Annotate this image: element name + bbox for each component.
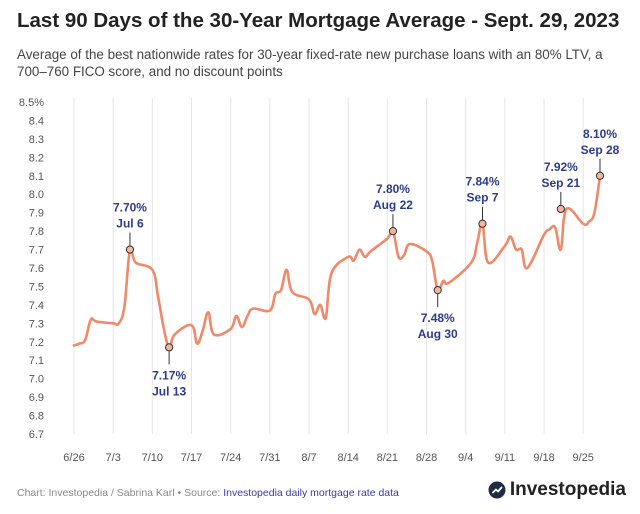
y-tick-label: 6.9 [29, 392, 44, 404]
x-tick-label: 9/25 [573, 452, 594, 464]
annotation: 7.80% Aug 22 [373, 182, 413, 236]
x-tick-label: 9/11 [495, 452, 516, 464]
annotations: 7.70% Jul 6 7.17% Jul 13 7.80% Aug 22 7.48% Aug… [113, 127, 620, 399]
annotation-date: Jul 13 [152, 384, 186, 398]
annotation-date: Sep 7 [466, 191, 498, 205]
y-tick-label: 7.6 [29, 263, 44, 275]
annotation-marker [125, 245, 135, 254]
investopedia-logo-mark-icon [488, 481, 506, 499]
annotation-marker [165, 343, 174, 352]
annotation: 8.10% Sep 28 [581, 127, 620, 180]
x-tick-label: 7/10 [142, 452, 163, 464]
annotation-value: 7.17% [152, 368, 186, 382]
y-tick-label: 8.4 [29, 115, 44, 127]
y-tick-label: 7.7 [29, 245, 44, 257]
investopedia-logo[interactable]: Investopedia [488, 479, 626, 501]
y-tick-label: 7.4 [29, 300, 44, 312]
y-tick-label: 7.3 [29, 318, 44, 330]
y-tick-label: 6.7 [29, 429, 44, 441]
x-tick-label: 7/3 [106, 452, 121, 464]
chart-title: Last 90 Days of the 30-Year Mortgage Ave… [17, 9, 620, 32]
y-tick-label: 8.0 [29, 189, 44, 201]
x-tick-label: 7/24 [220, 452, 241, 464]
annotation-date: Jul 6 [116, 217, 144, 231]
annotation-value: 7.80% [376, 182, 410, 196]
annotation-value: 7.48% [421, 311, 455, 325]
series-line-mortgage-rate [72, 174, 602, 349]
y-axis: 6.7 6.8 6.9 7.0 7.1 7.2 7.3 7.4 7.5 7.6 7.7 7.8 7.9 8… [19, 97, 44, 441]
annotation-value: 7.84% [465, 175, 499, 189]
annotation-value: 7.92% [544, 160, 578, 174]
y-tick-label: 7.8 [29, 226, 44, 238]
chart-footer: Chart: Investopedia / Sabrina Karl • Sou… [17, 487, 399, 499]
y-tick-label: 8.5% [19, 97, 44, 109]
annotation-marker [433, 286, 442, 295]
y-tick-label: 6.8 [29, 411, 44, 423]
y-tick-label: 7.9 [29, 208, 44, 220]
annotation: 7.48% Aug 30 [418, 286, 458, 341]
annotation-marker [595, 171, 605, 180]
chart-subtitle: Average of the best nationwide rates for… [17, 47, 603, 79]
y-tick-label: 7.1 [29, 355, 44, 367]
annotation-marker [388, 227, 398, 236]
x-tick-label: 7/17 [181, 452, 202, 464]
annotation-date: Sep 28 [581, 143, 620, 157]
x-tick-label: 8/28 [416, 452, 437, 464]
annotation-value: 8.10% [583, 127, 617, 141]
y-tick-label: 7.5 [29, 281, 44, 293]
grid-layer [73, 98, 584, 434]
y-tick-label: 7.0 [29, 374, 44, 386]
annotation-marker [478, 219, 487, 228]
annotation-value: 7.70% [113, 201, 147, 215]
x-axis: 6/26 7/3 7/10 7/17 7/24 7/31 8/7 8/14 8/21 8/28 9/… [63, 452, 594, 464]
logo-text: Investopedia [509, 479, 626, 500]
annotation: 7.17% Jul 13 [152, 343, 186, 398]
x-tick-label: 9/18 [533, 452, 554, 464]
annotation: 7.70% Jul 6 [113, 201, 147, 254]
annotation-marker [556, 204, 565, 214]
annotation-date: Sep 21 [541, 176, 580, 190]
y-tick-label: 7.2 [29, 337, 44, 349]
x-tick-label: 6/26 [63, 452, 84, 464]
x-tick-label: 7/31 [259, 452, 280, 464]
y-tick-label: 8.3 [29, 134, 44, 146]
x-tick-label: 8/7 [301, 452, 316, 464]
x-tick-label: 8/21 [377, 452, 398, 464]
source-link[interactable]: Investopedia daily mortgage rate data [223, 487, 399, 499]
annotation: 7.92% Sep 21 [541, 160, 580, 214]
footer-credit: Chart: Investopedia / Sabrina Karl • Sou… [17, 487, 224, 499]
x-tick-label: 9/4 [458, 452, 473, 464]
x-tick-label: 8/14 [337, 452, 358, 464]
annotation-date: Aug 22 [373, 198, 413, 212]
y-tick-label: 8.2 [29, 152, 44, 164]
annotation-date: Aug 30 [418, 327, 458, 341]
annotation: 7.84% Sep 7 [465, 175, 500, 228]
y-tick-label: 8.1 [29, 171, 44, 183]
